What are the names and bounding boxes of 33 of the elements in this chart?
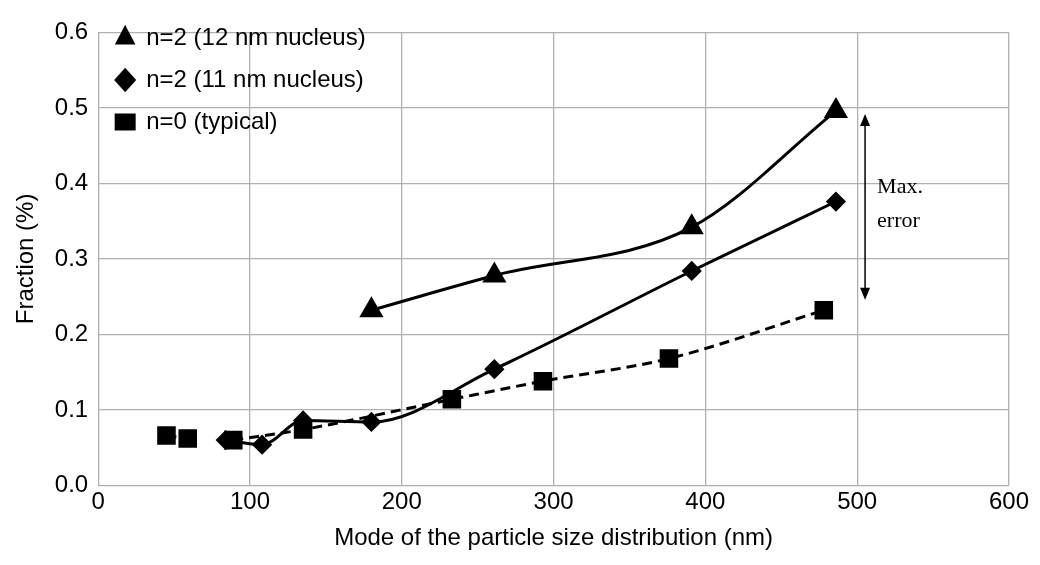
point: [157, 426, 176, 445]
point: [360, 297, 383, 318]
y-tick-label: 0.5: [54, 92, 89, 120]
point: [361, 412, 381, 432]
legend-label: n=2 (11 nm nucleus): [146, 64, 364, 92]
point: [533, 371, 553, 391]
point: [659, 349, 679, 368]
y-tick-label: 0.0: [54, 470, 89, 498]
point: [178, 429, 198, 448]
y-tick-label: 0.2: [54, 319, 89, 347]
y-axis-title: Fraction (%): [11, 193, 39, 325]
annotation: Max. error: [877, 173, 923, 233]
x-tick-label: 300: [533, 487, 574, 515]
point: [483, 263, 506, 283]
x-tick-label: 600: [988, 487, 1029, 515]
x-axis-title: Mode of the particle size distribution (nm): [334, 523, 773, 551]
point: [682, 261, 702, 281]
point: [824, 98, 847, 118]
x-tick-label: 200: [381, 487, 422, 515]
legend-label: n=2 (12 nm nucleus): [146, 22, 366, 50]
x-tick-label: 400: [685, 487, 726, 515]
point: [680, 214, 703, 235]
y-tick-label: 0.6: [54, 17, 89, 45]
point: [814, 300, 834, 320]
point: [252, 435, 272, 455]
y-tick-label: 0.3: [54, 243, 89, 271]
y-tick-label: 0.4: [54, 168, 89, 196]
x-tick-label: 500: [837, 487, 878, 515]
point: [484, 359, 504, 379]
x-tick-label: 0: [91, 487, 105, 515]
y-tick-label: 0.1: [54, 394, 89, 422]
legend-label: n=0 (typical): [146, 106, 278, 134]
x-tick-label: 100: [229, 487, 270, 515]
